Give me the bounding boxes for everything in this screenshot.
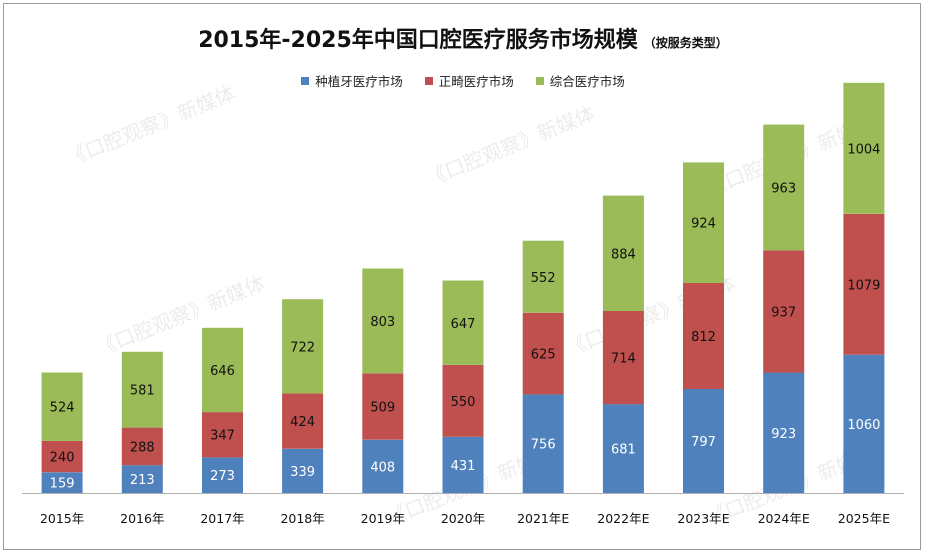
data-label: 714 xyxy=(611,352,636,367)
data-label: 581 xyxy=(130,384,155,399)
bar-segment xyxy=(442,436,484,493)
data-label: 797 xyxy=(691,435,716,450)
bar-segment xyxy=(362,373,404,440)
x-tick-label: 2015年 xyxy=(40,511,84,526)
bar-segment xyxy=(602,311,644,405)
data-label: 213 xyxy=(130,473,155,488)
data-label: 273 xyxy=(210,469,235,484)
legend-swatch xyxy=(301,76,310,85)
data-label: 625 xyxy=(531,348,556,363)
x-tick-label: 2023年E xyxy=(677,511,729,526)
data-label: 408 xyxy=(370,460,395,475)
legend-label: 综合医疗市场 xyxy=(549,74,625,89)
bar-segment xyxy=(41,440,83,473)
bar-segment xyxy=(843,213,885,355)
data-label: 424 xyxy=(290,415,315,430)
legend-item: 综合医疗市场 xyxy=(535,71,625,90)
data-label: 963 xyxy=(771,181,796,196)
data-label: 812 xyxy=(691,330,716,345)
data-label: 681 xyxy=(611,443,636,458)
data-label: 646 xyxy=(210,364,235,379)
x-tick-label: 2024年E xyxy=(758,511,810,526)
data-label: 240 xyxy=(50,451,75,466)
bar-segment xyxy=(202,412,243,458)
legend-swatch xyxy=(535,76,544,85)
data-label: 937 xyxy=(771,305,796,320)
bar-segment xyxy=(442,280,484,365)
x-tick-label: 2018年 xyxy=(280,511,324,526)
data-label: 509 xyxy=(370,401,395,416)
bar-segment xyxy=(522,394,564,493)
bar-segment xyxy=(763,250,805,373)
bar-segment xyxy=(602,404,644,493)
x-tick-label: 2017年 xyxy=(200,511,244,526)
bar-segment xyxy=(202,327,243,413)
x-tick-label: 2020年 xyxy=(441,511,485,526)
chart-title-text: 2015年-2025年中国口腔医疗服务市场规模 xyxy=(198,28,638,53)
data-label: 1004 xyxy=(847,142,880,157)
data-label: 431 xyxy=(451,459,476,474)
bar-segment xyxy=(121,465,163,493)
bar-segment xyxy=(763,124,805,251)
data-label: 1060 xyxy=(847,418,880,433)
bar-segment xyxy=(843,354,885,493)
data-label: 647 xyxy=(451,317,476,332)
bar-segment xyxy=(442,365,484,437)
bar-segment xyxy=(763,372,805,493)
data-label: 524 xyxy=(50,401,75,416)
data-label: 722 xyxy=(290,340,315,355)
bar-segment xyxy=(41,472,83,493)
legend-label: 正畸医疗市场 xyxy=(438,74,514,89)
chart-title: 2015年-2025年中国口腔医疗服务市场规模 （按服务类型） xyxy=(0,22,926,54)
chart-legend: 种植牙医疗市场 正畸医疗市场 综合医疗市场 xyxy=(0,71,926,90)
data-label: 550 xyxy=(451,395,476,410)
bar-segment xyxy=(202,457,243,493)
bar-segment xyxy=(41,372,83,441)
data-label: 347 xyxy=(210,429,235,444)
x-tick-label: 2019年 xyxy=(361,511,405,526)
bar-segment xyxy=(522,240,564,313)
data-label: 923 xyxy=(771,427,796,442)
bar-segment xyxy=(522,312,564,395)
bar-segment xyxy=(362,439,404,493)
legend-item: 种植牙医疗市场 xyxy=(301,71,403,90)
data-label: 924 xyxy=(691,217,716,232)
bar-segment xyxy=(683,162,724,283)
bar-segment xyxy=(282,448,324,493)
x-tick-label: 2022年E xyxy=(597,511,649,526)
data-label: 803 xyxy=(370,315,395,330)
data-label: 1079 xyxy=(847,278,880,293)
bar-segment xyxy=(843,82,885,214)
bar-segment xyxy=(683,283,724,389)
data-label: 339 xyxy=(290,465,315,480)
x-tick-label: 2016年 xyxy=(120,511,164,526)
data-label: 159 xyxy=(50,477,75,492)
data-label: 552 xyxy=(531,271,556,286)
legend-item: 正畸医疗市场 xyxy=(424,71,514,90)
bar-segment xyxy=(282,393,324,449)
bar-segment xyxy=(121,427,163,466)
legend-swatch xyxy=(424,76,433,85)
bar-segment xyxy=(282,299,324,394)
bar-segment xyxy=(362,268,404,374)
bar-segment xyxy=(602,195,644,311)
x-tick-label: 2021年E xyxy=(517,511,569,526)
bar-segment xyxy=(683,389,724,493)
bar-segment xyxy=(121,351,163,428)
data-label: 756 xyxy=(531,438,556,453)
data-label: 884 xyxy=(611,247,636,262)
legend-label: 种植牙医疗市场 xyxy=(315,74,403,89)
data-label: 288 xyxy=(130,440,155,455)
chart-subtitle: （按服务类型） xyxy=(643,36,728,50)
x-tick-label: 2025年E xyxy=(838,511,890,526)
